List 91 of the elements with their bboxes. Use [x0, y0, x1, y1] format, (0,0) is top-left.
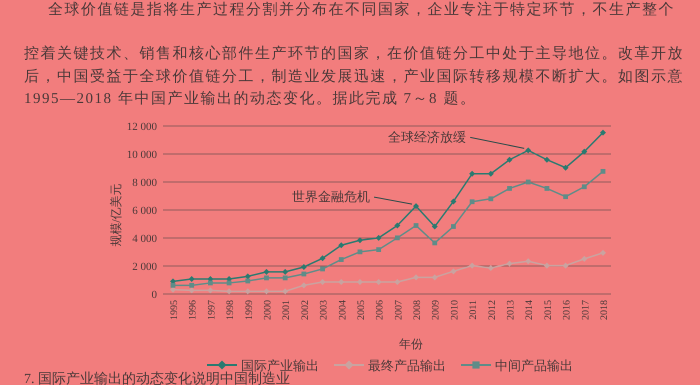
point — [562, 262, 569, 269]
point — [320, 255, 326, 262]
x-tick-label: 1997 — [206, 300, 218, 320]
point — [263, 268, 270, 275]
point — [451, 224, 456, 229]
point — [469, 262, 476, 269]
x-tick-label: 2016 — [562, 300, 573, 320]
text: 控着关键技术、销售和核心部件生产环节的国家，在价值链分工中处于主导地位。改革开放 — [24, 45, 684, 62]
x-tick-label: 2006 — [374, 300, 386, 320]
x-tick-label: 2017 — [580, 300, 592, 320]
text: 7. 国际产业输出的动态变化说明中国制造业 — [24, 371, 290, 385]
point — [338, 257, 344, 262]
point — [264, 276, 269, 280]
y-tick-label: 8 000 — [132, 177, 158, 189]
point — [356, 237, 363, 244]
x-tick-label: 2013 — [506, 300, 517, 320]
point — [301, 272, 306, 276]
point — [581, 148, 588, 155]
annotation: 世界金融危机 — [292, 189, 370, 204]
x-tick-label: 1998 — [225, 300, 236, 320]
point — [300, 264, 307, 270]
point — [562, 164, 569, 171]
x-tick-label: 2009 — [430, 300, 442, 320]
x-tick-label: 2002 — [300, 300, 311, 320]
point — [300, 282, 307, 288]
x-tick-label: 2012 — [486, 300, 498, 320]
point — [450, 268, 456, 274]
point — [526, 180, 531, 184]
point — [188, 276, 195, 282]
point — [506, 156, 513, 163]
x-tick-label: 1996 — [188, 300, 199, 320]
x-tick-label: 2007 — [393, 300, 404, 320]
point — [226, 280, 232, 286]
point — [376, 234, 382, 241]
point — [244, 273, 251, 280]
point — [413, 203, 420, 210]
point — [600, 250, 606, 256]
x-tick-label: 2010 — [449, 300, 460, 320]
point — [320, 266, 325, 272]
y-tick-label: 4 000 — [132, 233, 158, 245]
point — [525, 258, 532, 264]
legend-label: 中间产品输出 — [495, 358, 573, 373]
x-axis-title: 年份 — [399, 337, 423, 351]
y-tick-label: 10 000 — [126, 149, 158, 161]
point — [581, 256, 588, 262]
point — [470, 199, 475, 204]
x-tick-label: 2008 — [412, 300, 424, 320]
y-tick-label: 0 — [152, 289, 158, 301]
y-tick-label: 12 000 — [126, 121, 158, 133]
point — [376, 247, 382, 252]
text: 1995—2018 年中国产业输出的动态变化。据此完成 7～8 题。 — [24, 90, 476, 107]
x-tick-label: 2014 — [524, 300, 536, 320]
point — [544, 156, 550, 163]
y-tick-label: 6 000 — [132, 205, 158, 217]
x-tick-label: 2004 — [337, 300, 348, 320]
point — [507, 186, 512, 191]
point — [338, 242, 344, 248]
point — [208, 280, 213, 286]
x-tick-label: 2001 — [281, 300, 292, 320]
point — [394, 222, 400, 229]
x-tick-label: 2005 — [356, 300, 367, 320]
point — [600, 168, 606, 174]
y-axis-title: 规模/亿美元 — [109, 183, 123, 247]
point — [544, 262, 550, 269]
y-tick-label: 2 000 — [132, 261, 158, 273]
point — [563, 194, 568, 200]
point — [170, 282, 176, 288]
x-tick-label: 2003 — [318, 300, 330, 320]
point — [525, 147, 532, 154]
x-tick-label: 2018 — [599, 300, 610, 320]
x-tick-label: 2011 — [468, 300, 480, 320]
point — [432, 240, 438, 246]
x-tick-label: 2015 — [542, 300, 554, 320]
x-tick-label: 1995 — [169, 300, 180, 320]
x-tick-label: 2000 — [262, 300, 274, 320]
annotation: 全球经济放缓 — [388, 129, 466, 144]
legend-label: 国际产业输出 — [241, 358, 319, 373]
point — [450, 198, 456, 204]
text: 后，中国受益于全球价值链分工，制造业发展迅速，产业国际转移规模不断扩大。如图示意 — [24, 68, 684, 85]
x-tick-label: 1999 — [244, 300, 255, 320]
point — [358, 249, 362, 254]
point — [600, 130, 606, 136]
point — [432, 224, 438, 230]
text: 全球价值链是指将生产过程分割并分布在不同国家，企业专注于特定环节，不生产整个 — [48, 1, 675, 18]
legend-label: 最终产品输出 — [368, 358, 446, 373]
point — [282, 268, 288, 275]
point — [394, 235, 400, 240]
point — [282, 276, 288, 280]
point — [544, 186, 550, 191]
point — [245, 278, 250, 284]
point — [414, 223, 418, 228]
